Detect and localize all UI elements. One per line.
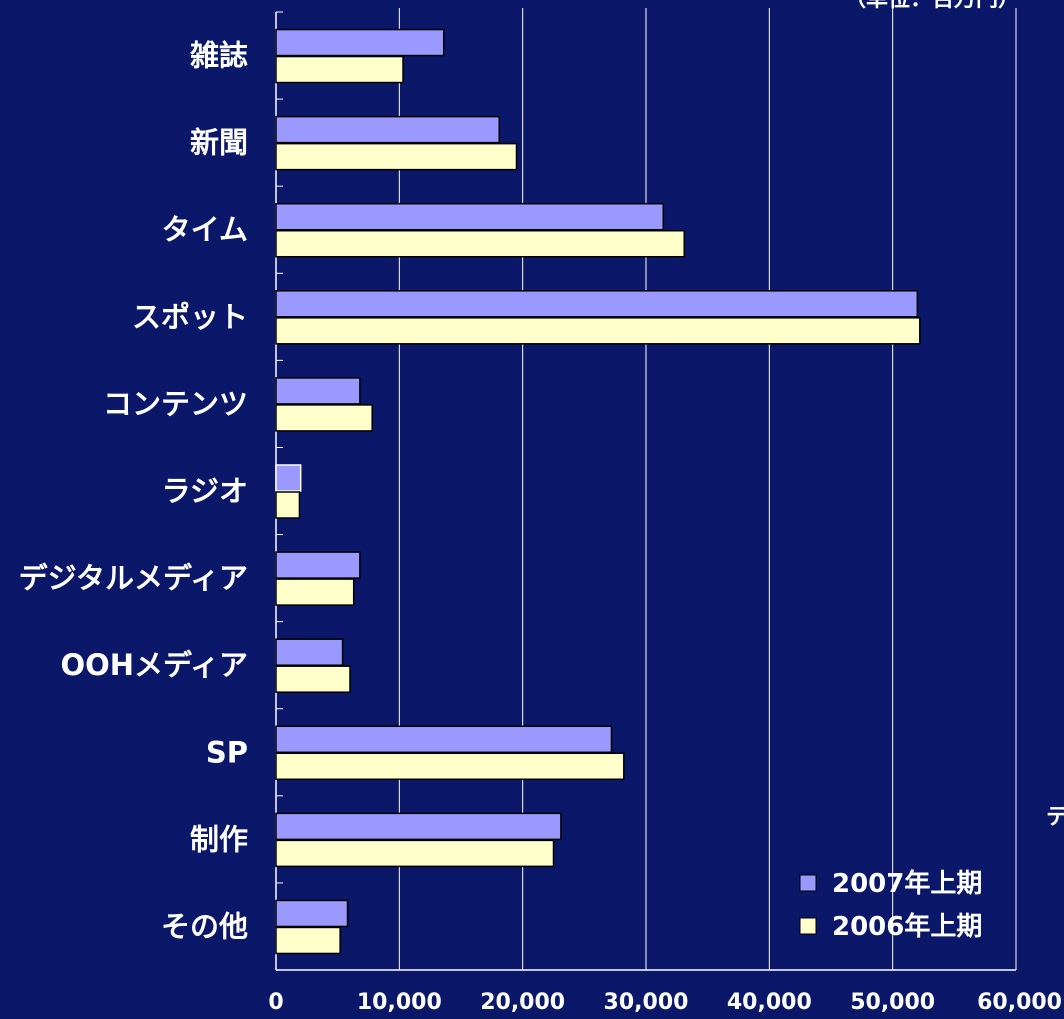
legend-label: 2006年上期 xyxy=(832,911,982,942)
bar-series1 xyxy=(275,115,500,144)
category-label: 制作 xyxy=(190,822,248,856)
x-tick-label: 60,000 xyxy=(977,990,1062,1015)
bar-series2 xyxy=(275,839,555,868)
x-tick-label: 30,000 xyxy=(604,990,689,1015)
bar-series1 xyxy=(275,290,919,318)
bar-series2 xyxy=(275,926,341,955)
bar-series1 xyxy=(275,28,445,57)
bar-series1 xyxy=(275,377,361,405)
legend-swatch xyxy=(799,917,817,935)
bar-series1 xyxy=(275,812,562,841)
category-label: SP xyxy=(206,735,248,769)
bar-series2 xyxy=(275,752,625,781)
legend-swatch xyxy=(799,874,817,892)
x-tick-label: 10,000 xyxy=(357,990,442,1015)
bar-series1 xyxy=(275,899,349,928)
bar-series1 xyxy=(275,551,361,579)
legend-label: 2007年上期 xyxy=(832,868,982,899)
x-tick-label: 50,000 xyxy=(850,990,935,1015)
bar-series1 xyxy=(275,464,302,492)
category-label: スポット xyxy=(132,300,248,334)
category-label: コンテンツ xyxy=(103,387,248,421)
category-label: OOHメディア xyxy=(60,648,248,682)
x-tick-label: 40,000 xyxy=(727,990,812,1015)
bar-series1 xyxy=(275,202,665,231)
bar-series2 xyxy=(275,142,518,171)
unit-note-cut: （単位：百万円） xyxy=(844,0,1020,12)
bar-series2 xyxy=(275,229,685,258)
bar-series2 xyxy=(275,317,921,345)
category-label: デジタルメディア xyxy=(19,561,248,595)
category-label: その他 xyxy=(161,909,248,943)
category-label: タイム xyxy=(162,213,248,247)
x-tick-label: 20,000 xyxy=(480,990,565,1015)
bar-series2 xyxy=(275,404,373,432)
category-label: 雑誌 xyxy=(189,39,248,73)
bar-series1 xyxy=(275,725,613,754)
bar-series1 xyxy=(275,638,344,666)
bar-series2 xyxy=(275,491,301,519)
edge-text-cut: テ xyxy=(1046,805,1064,830)
bar-series2 xyxy=(275,578,355,606)
x-tick-label: 0 xyxy=(268,990,283,1015)
category-label: ラジオ xyxy=(162,474,248,508)
bar-series2 xyxy=(275,55,404,84)
bar-series2 xyxy=(275,665,351,693)
category-label: 新聞 xyxy=(190,126,248,160)
